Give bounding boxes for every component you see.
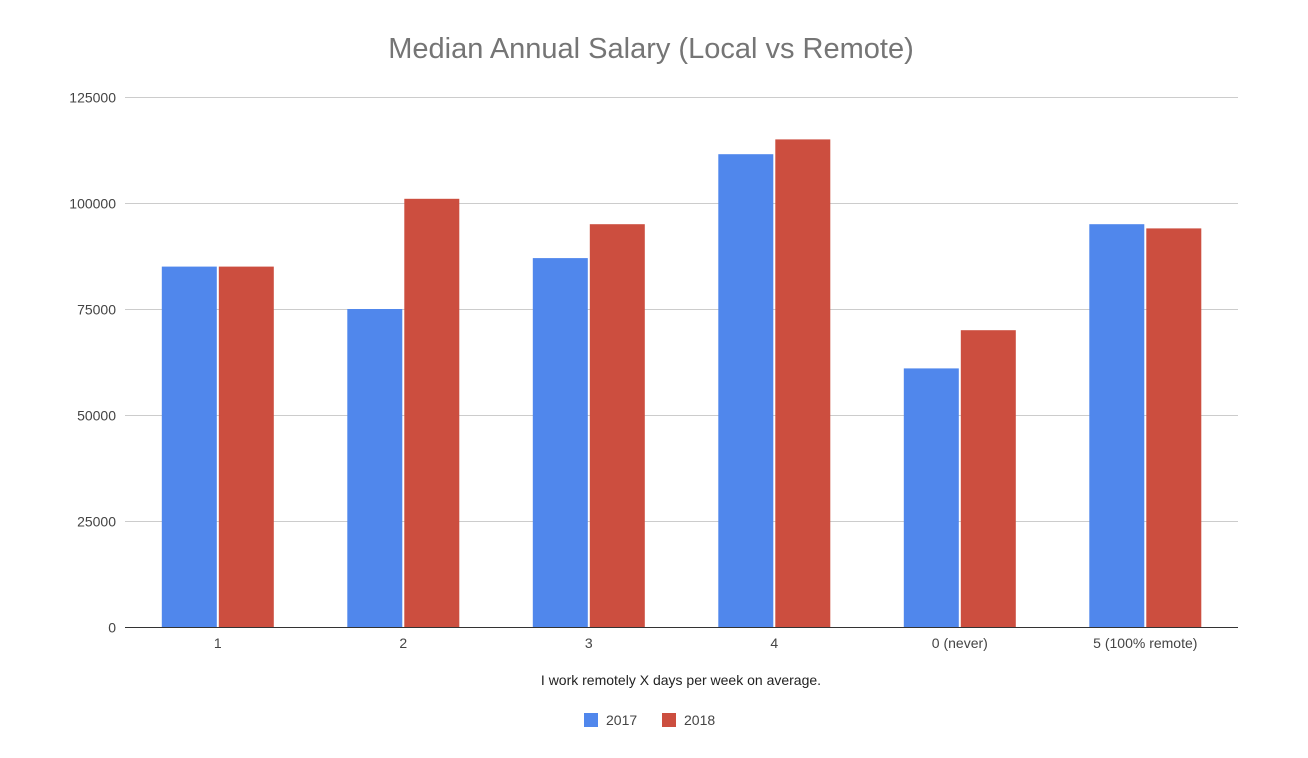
gridlines: [125, 97, 1238, 522]
legend-label-2018[interactable]: 2018: [684, 712, 715, 728]
legend-label-2017[interactable]: 2017: [606, 712, 637, 728]
x-tick-label: 1: [214, 635, 222, 651]
legend-swatch-2018: [662, 713, 676, 727]
y-tick-label: 50000: [77, 408, 116, 424]
bar-2017-4[interactable]: [903, 368, 959, 627]
y-tick-label: 0: [108, 620, 116, 636]
legend[interactable]: 2017 2018: [584, 712, 715, 728]
x-tick-label: 4: [770, 635, 778, 651]
x-tick-label: 0 (never): [932, 635, 988, 651]
x-axis-title: I work remotely X days per week on avera…: [541, 672, 821, 688]
bars: [161, 139, 1202, 628]
y-tick-label: 25000: [77, 514, 116, 530]
legend-swatch-2017: [584, 713, 598, 727]
x-tick-label: 3: [585, 635, 593, 651]
x-tick-label: 5 (100% remote): [1093, 635, 1197, 651]
bar-2017-0[interactable]: [161, 266, 217, 627]
bar-2017-5[interactable]: [1089, 224, 1145, 627]
bar-2018-1[interactable]: [404, 198, 460, 628]
y-tick-label: 100000: [69, 196, 116, 212]
x-axis-ticks: 1 2 3 4 0 (never) 5 (100% remote): [214, 635, 1198, 651]
y-axis-ticks: 0 25000 50000 75000 100000 125000: [69, 90, 116, 636]
bar-2018-3[interactable]: [775, 139, 831, 627]
bar-2017-3[interactable]: [718, 154, 774, 627]
bar-2017-2[interactable]: [532, 258, 588, 627]
bar-2018-2[interactable]: [589, 224, 645, 627]
bar-2018-0[interactable]: [218, 266, 274, 627]
chart-title: Median Annual Salary (Local vs Remote): [388, 33, 913, 65]
y-tick-label: 75000: [77, 302, 116, 318]
x-tick-label: 2: [399, 635, 407, 651]
bar-2017-1[interactable]: [347, 309, 403, 627]
bar-2018-5[interactable]: [1146, 228, 1202, 627]
y-tick-label: 125000: [69, 90, 116, 106]
bar-2018-4[interactable]: [960, 330, 1016, 627]
